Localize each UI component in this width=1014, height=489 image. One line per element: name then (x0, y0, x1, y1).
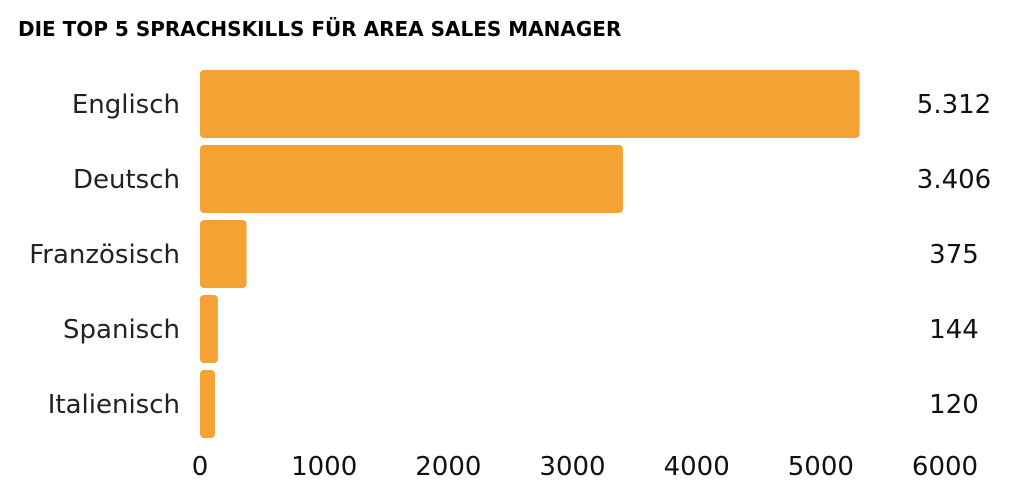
value-label: 120 (929, 390, 979, 420)
x-tick-label: 1000 (291, 452, 357, 482)
bars-group (200, 70, 860, 438)
value-labels-group: 5.312 3.406 375 144 120 (917, 90, 991, 420)
value-label: 375 (929, 240, 979, 270)
chart-title: DIE TOP 5 SPRACHSKILLS FÜR AREA SALES MA… (18, 17, 621, 41)
category-label: Französisch (29, 240, 180, 270)
bar-französisch (200, 220, 247, 288)
x-tick-label: 6000 (912, 452, 978, 482)
bar-englisch (200, 70, 860, 138)
x-tick-label: 4000 (664, 452, 730, 482)
x-tick-label: 0 (192, 452, 209, 482)
category-label: Englisch (72, 90, 180, 120)
value-label: 3.406 (917, 165, 991, 195)
value-label: 5.312 (917, 90, 991, 120)
x-tick-label: 5000 (788, 452, 854, 482)
x-axis-ticks-group: 0 1000 2000 3000 4000 5000 6000 (192, 452, 978, 482)
x-tick-label: 3000 (539, 452, 605, 482)
x-tick-label: 2000 (415, 452, 481, 482)
bar-italienisch (200, 370, 215, 438)
bar-spanisch (200, 295, 218, 363)
category-label: Spanisch (63, 315, 180, 345)
value-label: 144 (929, 315, 979, 345)
category-label: Italienisch (48, 390, 180, 420)
category-labels-group: Englisch Deutsch Französisch Spanisch Italie… (29, 90, 180, 420)
bar-deutsch (200, 145, 623, 213)
category-label: Deutsch (73, 165, 180, 195)
